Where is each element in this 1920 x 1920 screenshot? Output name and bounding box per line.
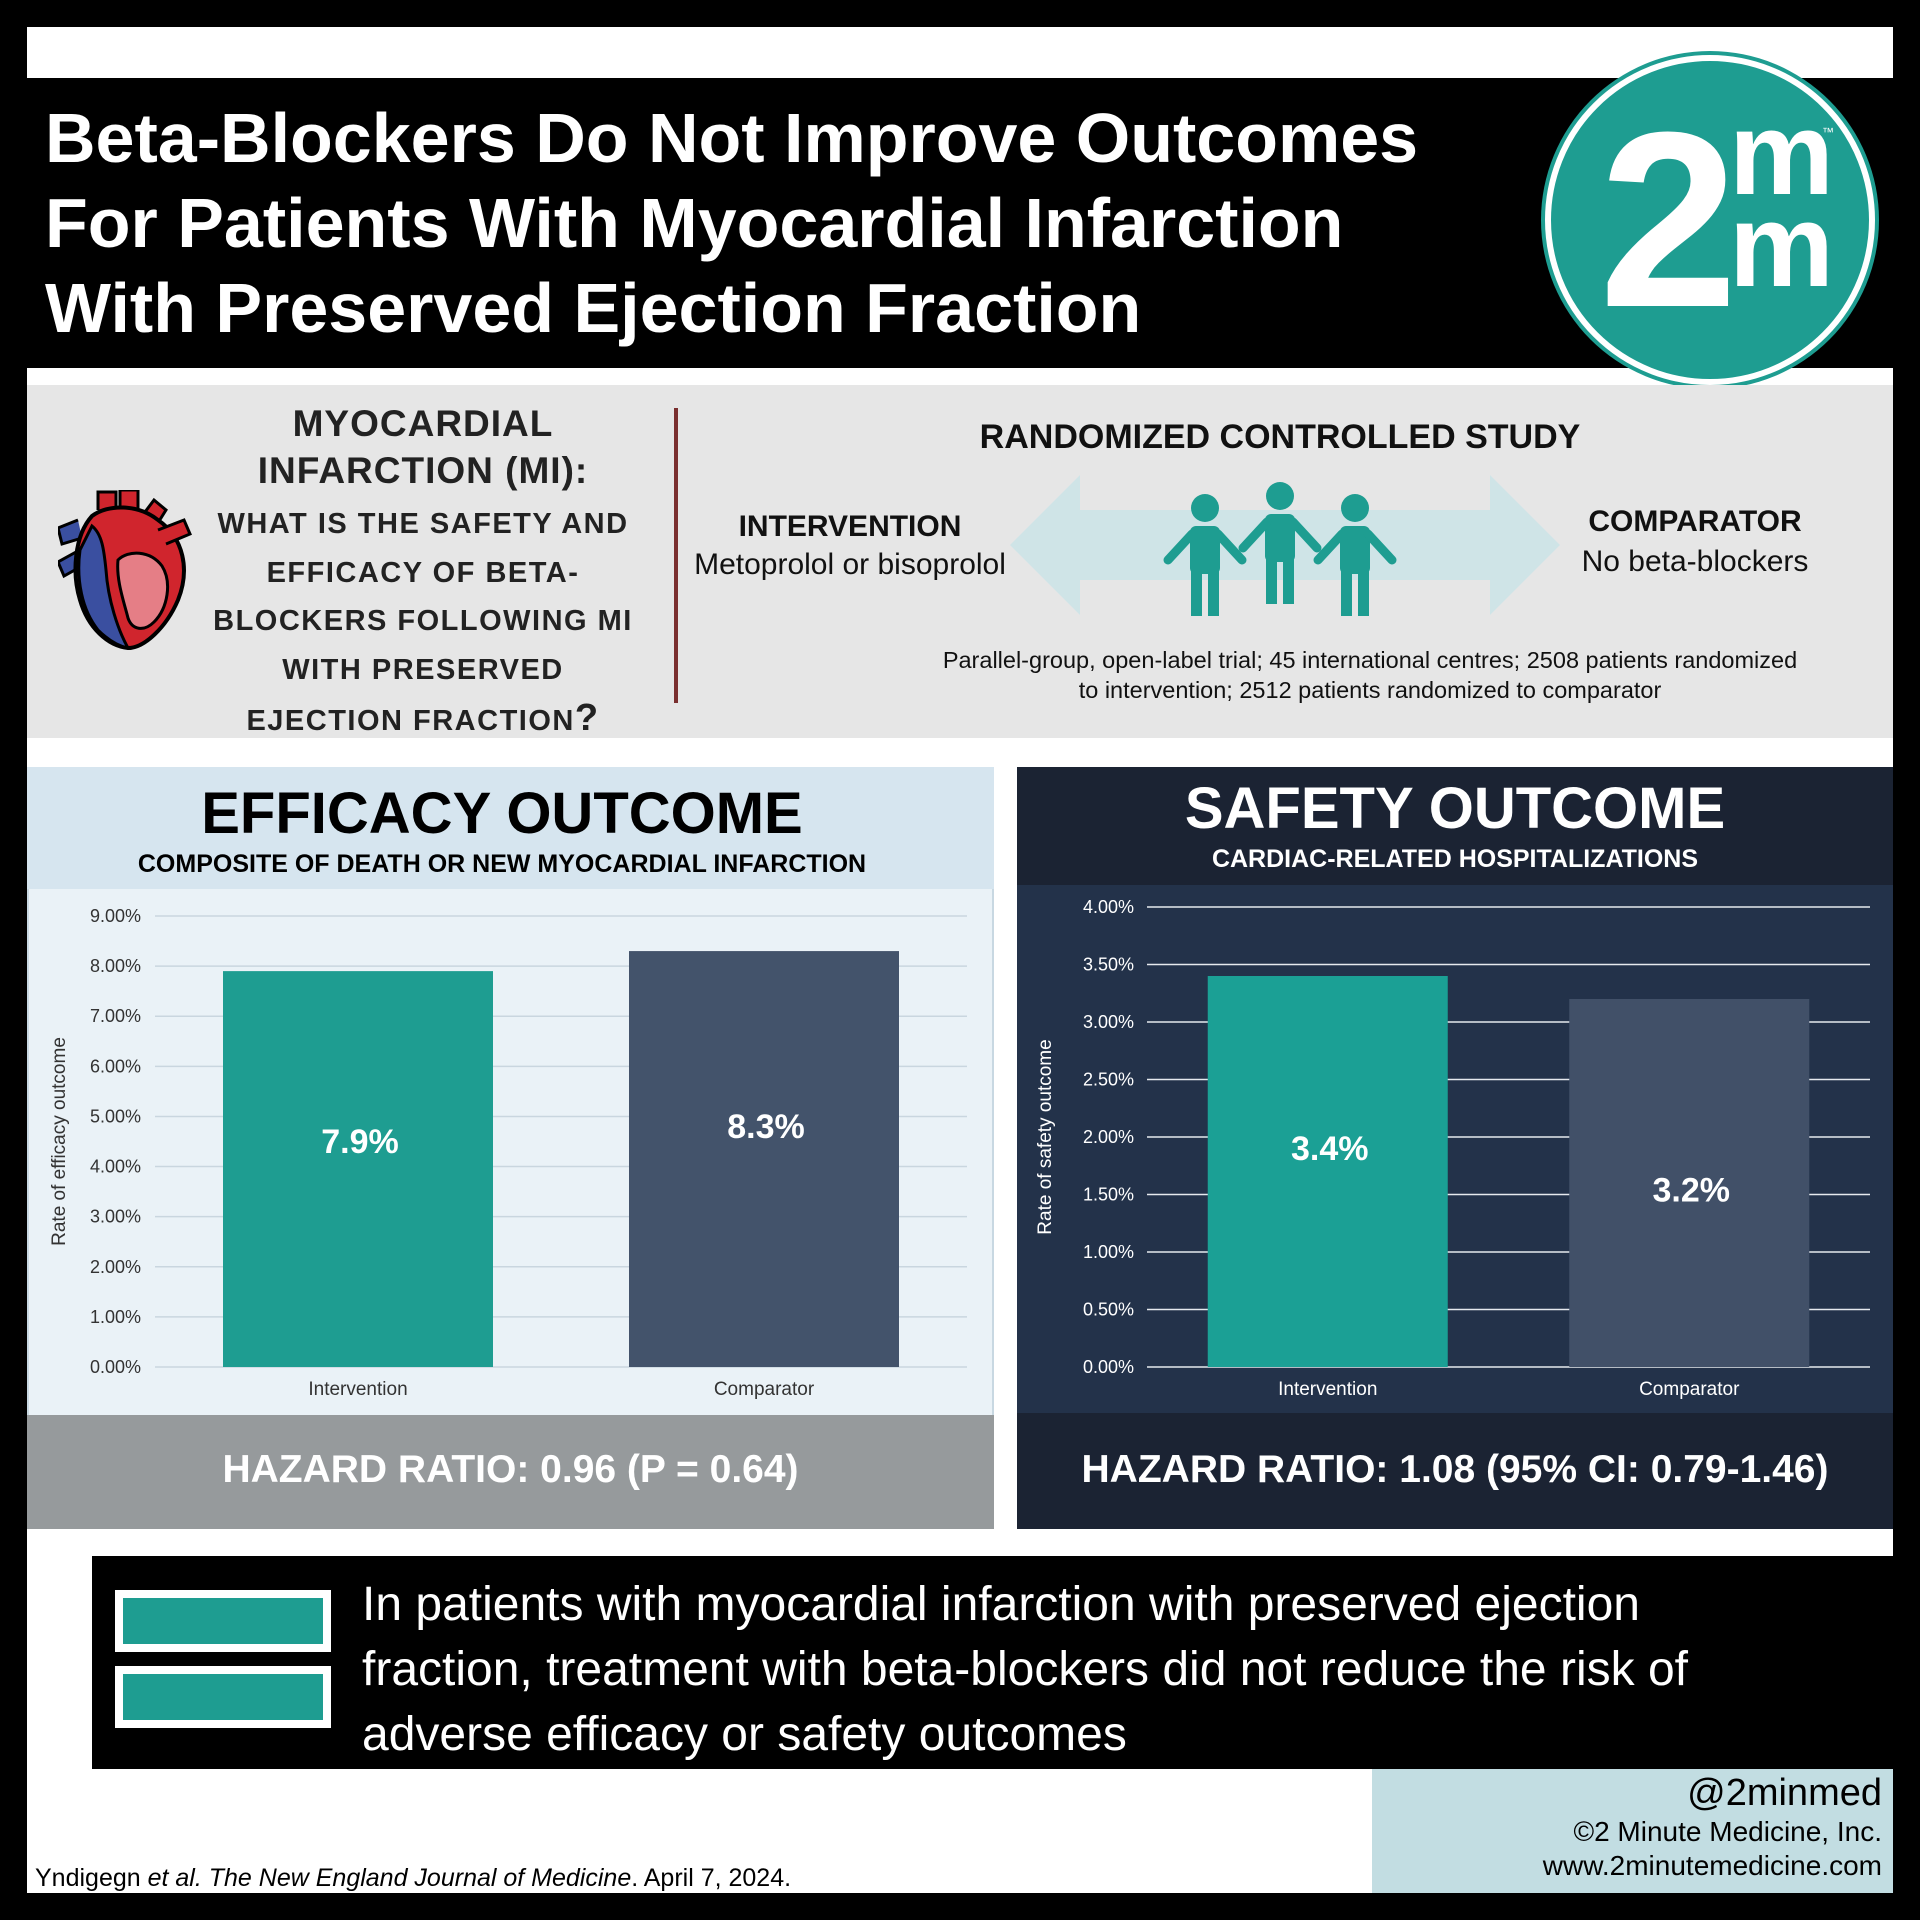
bar-intervention (1207, 976, 1448, 1367)
y-tick-label: 5.00% (90, 1106, 141, 1126)
y-tick-label: 0.00% (1083, 1357, 1134, 1377)
y-tick-label: 9.00% (90, 906, 141, 926)
question-mark: ? (574, 697, 600, 739)
equals-icon-bottom-bar (115, 1666, 331, 1728)
y-tick-label: 7.00% (90, 1006, 141, 1026)
y-tick-label: 4.00% (90, 1157, 141, 1177)
data-label: 3.2% (1653, 1171, 1731, 1209)
page-title: Beta-Blockers Do Not Improve Outcomes Fo… (45, 96, 1525, 351)
y-tick-label: 2.00% (90, 1257, 141, 1277)
x-category-label: Comparator (1639, 1379, 1740, 1400)
y-tick-label: 3.00% (90, 1207, 141, 1227)
title-line: Beta-Blockers Do Not Improve Outcomes (45, 99, 1419, 177)
efficacy-footer (27, 1415, 994, 1529)
patients-group-icon (1163, 482, 1397, 616)
efficacy-hazard-ratio: HAZARD RATIO: 0.96 (P = 0.64) (222, 1448, 799, 1491)
data-label: 8.3% (727, 1108, 805, 1146)
y-tick-label: 0.50% (1083, 1300, 1134, 1320)
x-category-label: Intervention (308, 1379, 407, 1400)
citation-etal: et al. (147, 1864, 202, 1892)
conclusion-text: In patients with myocardial infarction w… (362, 1572, 1862, 1767)
y-tick-label: 6.00% (90, 1056, 141, 1076)
logo-letter-bottom: m (1729, 180, 1834, 312)
bar-comparator (629, 951, 899, 1367)
bar-comparator (1569, 999, 1810, 1367)
intervention-description: Metoprolol or bisoprolol (694, 548, 1006, 581)
y-axis-label: Rate of safety outcome (1035, 1039, 1056, 1234)
y-tick-label: 1.00% (1083, 1242, 1134, 1262)
heart-icon (58, 490, 192, 650)
x-category-label: Intervention (1278, 1379, 1377, 1400)
website: www.2minutemedicine.com (1542, 1850, 1882, 1881)
equals-icon-top-bar (115, 1590, 331, 1652)
study-description-line: Parallel-group, open-label trial; 45 int… (942, 647, 1798, 673)
efficacy-title: EFFICACY OUTCOME (201, 781, 803, 846)
data-label: 7.9% (321, 1123, 399, 1161)
safety-title: SAFETY OUTCOME (1184, 776, 1726, 841)
y-tick-label: 8.00% (90, 956, 141, 976)
y-tick-label: 3.00% (1083, 1012, 1134, 1032)
title-line: For Patients With Myocardial Infarction (45, 184, 1344, 262)
safety-footer (1017, 1413, 1893, 1529)
question-line: EJECTION FRACTION? (200, 694, 646, 746)
study-description: Parallel-group, open-label trial; 45 int… (820, 645, 1920, 705)
question-band (27, 385, 1893, 738)
study-description-line: to intervention; 2512 patients randomize… (1078, 677, 1662, 703)
citation-authors: Yndigegn (35, 1864, 148, 1892)
social-handle: @2minmed (1687, 1772, 1882, 1814)
question-heading-line: INFARCTION (MI): (257, 450, 589, 491)
logo-digit: 2 (1599, 80, 1738, 359)
question-line: EFFICACY OF BETA- (266, 556, 580, 589)
title-line: With Preserved Ejection Fraction (45, 269, 1142, 347)
bar-intervention (223, 971, 493, 1367)
conclusion-line: In patients with myocardial infarction w… (362, 1578, 1640, 1631)
safety-header (1017, 767, 1893, 885)
y-tick-label: 2.00% (1083, 1127, 1134, 1147)
citation-journal: The New England Journal of Medicine (201, 1864, 632, 1892)
conclusion-line: adverse efficacy or safety outcomes (362, 1708, 1127, 1761)
vertical-divider (674, 408, 678, 703)
question-line: WITH PRESERVED (282, 653, 564, 686)
data-label: 3.4% (1291, 1130, 1369, 1168)
comparator-description: No beta-blockers (1581, 545, 1809, 578)
safety-bar-chart: 0.00% 0.50% 1.00% 1.50% 2.00% 2.50% 3.00% 3.50%… (1035, 897, 1870, 1400)
question-line-text: EJECTION FRACTION (246, 705, 575, 737)
y-axis-label: Rate of efficacy outcome (49, 1037, 70, 1246)
efficacy-header (27, 767, 994, 889)
safety-hazard-ratio: HAZARD RATIO: 1.08 (95% CI: 0.79-1.46) (1081, 1448, 1829, 1491)
question-line: WHAT IS THE SAFETY AND (217, 508, 629, 540)
y-tick-label: 1.50% (1083, 1185, 1134, 1205)
copyright: ©2 Minute Medicine, Inc. (1573, 1816, 1882, 1847)
logo-trademark: ™ (1822, 125, 1834, 139)
y-tick-label: 1.00% (90, 1307, 141, 1327)
citation-date: . April 7, 2024. (631, 1864, 792, 1892)
question-heading-line: MYOCARDIAL (292, 403, 554, 444)
research-question: WHAT IS THE SAFETY AND EFFICACY OF BETA-… (200, 500, 646, 746)
2minutemedicine-logo: 2 m m ™ (1545, 55, 1875, 385)
x-category-label: Comparator (714, 1379, 815, 1400)
citation: Yndigegn et al. The New England Journal … (35, 1864, 791, 1893)
y-tick-label: 3.50% (1083, 955, 1134, 975)
efficacy-bar-chart: 0.00% 1.00% 2.00% 3.00% 4.00% 5.00% 6.00% 7.00%… (49, 906, 967, 1400)
question-line: BLOCKERS FOLLOWING MI (213, 605, 633, 637)
comparator-label: COMPARATOR (1588, 505, 1802, 538)
conclusion-band (92, 1556, 1893, 1769)
credits-box (1372, 1769, 1893, 1893)
conclusion-line: fraction, treatment with beta-blockers d… (362, 1643, 1688, 1696)
question-heading: MYOCARDIAL INFARCTION (MI): (213, 400, 633, 494)
y-tick-label: 4.00% (1083, 897, 1134, 917)
y-tick-label: 0.00% (90, 1357, 141, 1377)
study-design-title: RANDOMIZED CONTROLLED STUDY (979, 418, 1581, 456)
logo-letter-top: m (1729, 88, 1834, 220)
safety-subtitle: CARDIAC-RELATED HOSPITALIZATIONS (1211, 845, 1699, 873)
efficacy-subtitle: COMPOSITE OF DEATH OR NEW MYOCARDIAL INF… (137, 850, 867, 878)
intervention-label: INTERVENTION (738, 510, 962, 543)
y-tick-label: 2.50% (1083, 1070, 1134, 1090)
